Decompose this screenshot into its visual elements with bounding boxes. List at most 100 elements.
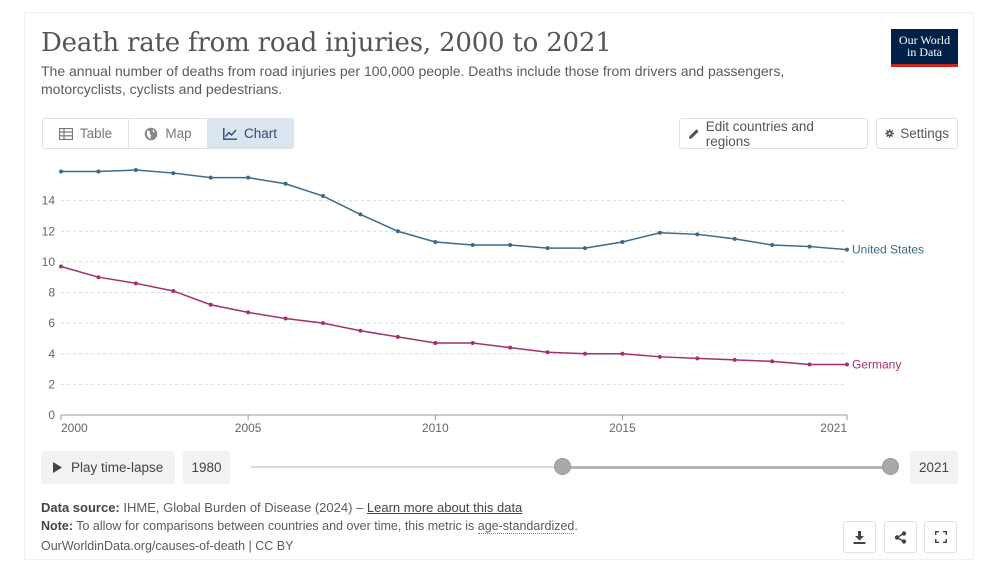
data-point-united-states[interactable] xyxy=(208,175,213,180)
data-point-united-states[interactable] xyxy=(695,232,700,237)
learn-more-link[interactable]: Learn more about this data xyxy=(366,500,523,515)
series-label-united-states[interactable]: United States xyxy=(852,243,924,257)
x-tick-label: 2000 xyxy=(61,421,88,435)
play-icon xyxy=(53,462,62,473)
data-point-germany[interactable] xyxy=(508,345,513,350)
tab-chart-label: Chart xyxy=(243,126,277,141)
data-point-germany[interactable] xyxy=(545,350,550,355)
chart-frame xyxy=(24,12,974,560)
tab-chart[interactable]: Chart xyxy=(207,119,293,148)
fullscreen-button[interactable] xyxy=(924,521,957,553)
logo-line-2: in Data xyxy=(907,45,942,59)
data-point-germany[interactable] xyxy=(208,302,213,307)
data-point-germany[interactable] xyxy=(321,321,325,326)
tab-table[interactable]: Table xyxy=(43,119,129,148)
y-tick-label: 6 xyxy=(48,316,55,330)
timeline-start-year[interactable]: 1980 xyxy=(183,451,230,484)
data-point-united-states[interactable] xyxy=(583,246,587,251)
note-end: . xyxy=(574,519,578,533)
data-point-united-states[interactable] xyxy=(770,243,775,248)
data-point-united-states[interactable] xyxy=(657,230,662,235)
note-line: Note: To allow for comparisons between c… xyxy=(41,519,578,534)
x-axis: 2000 2005 2010 2015 2021 xyxy=(60,414,848,435)
note-label: Note: xyxy=(41,519,73,533)
data-point-germany[interactable] xyxy=(732,357,737,362)
data-point-germany[interactable] xyxy=(133,281,138,286)
timeline-selected-range[interactable] xyxy=(562,466,891,469)
data-point-united-states[interactable] xyxy=(283,181,288,186)
pencil-icon xyxy=(688,128,699,139)
data-point-germany[interactable] xyxy=(657,354,662,359)
line-chart-icon xyxy=(223,127,237,140)
data-point-germany[interactable] xyxy=(395,334,400,339)
settings-button[interactable]: Settings xyxy=(876,118,958,149)
data-point-germany[interactable] xyxy=(845,362,849,367)
owid-logo[interactable]: Our World in Data xyxy=(891,29,958,67)
data-point-united-states[interactable] xyxy=(96,169,101,174)
data-point-united-states[interactable] xyxy=(358,212,363,217)
data-point-united-states[interactable] xyxy=(133,168,138,172)
url-license-line[interactable]: OurWorldinData.org/causes-of-death | CC … xyxy=(41,539,294,553)
tab-table-label: Table xyxy=(79,126,113,141)
play-timelapse-label: Play time-lapse xyxy=(71,460,164,475)
data-source-line: Data source: IHME, Global Burden of Dise… xyxy=(41,500,522,515)
view-tabs: Table Map Chart xyxy=(42,118,294,149)
play-timelapse-button[interactable]: Play time-lapse xyxy=(41,451,175,484)
data-point-germany[interactable] xyxy=(96,275,101,280)
y-tick-label: 0 xyxy=(48,408,55,422)
tab-map[interactable]: Map xyxy=(129,119,207,148)
data-point-germany[interactable] xyxy=(695,356,700,361)
x-tick-label: 2015 xyxy=(609,421,636,435)
data-point-united-states[interactable] xyxy=(845,247,849,252)
data-point-united-states[interactable] xyxy=(171,171,176,176)
series-label-germany[interactable]: Germany xyxy=(852,357,901,371)
series-line-united-states[interactable] xyxy=(61,169,848,251)
data-point-united-states[interactable] xyxy=(246,175,251,180)
y-tick-label: 10 xyxy=(42,255,56,269)
data-point-united-states[interactable] xyxy=(321,194,325,199)
data-source-text: IHME, Global Burden of Disease (2024) – xyxy=(123,500,364,515)
data-point-germany[interactable] xyxy=(433,341,438,346)
y-tick-label: 14 xyxy=(42,194,56,208)
data-point-germany[interactable] xyxy=(59,264,63,269)
data-point-germany[interactable] xyxy=(770,359,775,364)
data-point-germany[interactable] xyxy=(358,328,363,333)
data-point-united-states[interactable] xyxy=(807,244,812,249)
download-icon xyxy=(853,530,866,544)
age-standardized-link[interactable]: age-standardized xyxy=(477,519,575,534)
data-point-united-states[interactable] xyxy=(732,236,737,241)
data-point-germany[interactable] xyxy=(171,288,176,293)
settings-label: Settings xyxy=(900,126,949,141)
data-point-united-states[interactable] xyxy=(508,243,513,248)
chart-title: Death rate from road injuries, 2000 to 2… xyxy=(41,28,612,58)
data-point-germany[interactable] xyxy=(620,351,625,356)
data-source-label: Data source: xyxy=(41,500,120,515)
x-tick-label: 2005 xyxy=(235,421,262,435)
data-point-germany[interactable] xyxy=(470,341,475,346)
data-point-germany[interactable] xyxy=(807,362,812,367)
data-point-united-states[interactable] xyxy=(395,229,400,234)
globe-icon xyxy=(145,127,158,140)
data-point-germany[interactable] xyxy=(283,316,288,321)
series-line-germany[interactable] xyxy=(60,265,847,366)
data-point-united-states[interactable] xyxy=(620,239,625,244)
timeline-end-year[interactable]: 2021 xyxy=(910,451,958,484)
timeline-end-handle[interactable] xyxy=(882,458,899,475)
y-tick-label: 12 xyxy=(42,224,56,238)
data-point-united-states[interactable] xyxy=(545,246,550,251)
tab-map-label: Map xyxy=(165,126,192,141)
download-button[interactable] xyxy=(843,521,876,553)
share-button[interactable] xyxy=(884,521,917,553)
data-point-germany[interactable] xyxy=(246,310,251,315)
data-point-united-states[interactable] xyxy=(470,243,475,248)
table-icon xyxy=(58,127,73,140)
chart-subtitle: The annual number of deaths from road in… xyxy=(41,63,785,97)
y-tick-label: 8 xyxy=(48,286,55,300)
data-point-united-states[interactable] xyxy=(59,169,63,174)
data-point-united-states[interactable] xyxy=(433,239,438,244)
edit-countries-button[interactable]: Edit countries and regions xyxy=(679,118,868,149)
data-point-germany[interactable] xyxy=(583,351,587,356)
x-tick-label: 2010 xyxy=(422,421,449,435)
timeline-start-handle[interactable] xyxy=(554,458,571,475)
x-tick-label: 2021 xyxy=(820,421,847,435)
